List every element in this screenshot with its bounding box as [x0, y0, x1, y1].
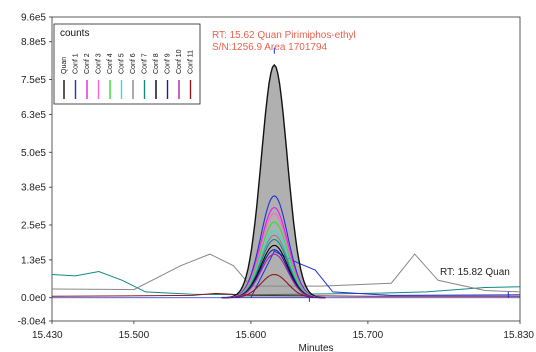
peak-fill-0: [221, 65, 326, 298]
y-tick-label: 9.6e5: [21, 13, 46, 24]
legend-label: Conf 8: [153, 53, 160, 74]
legend-label: Conf 2: [84, 53, 91, 74]
x-tick-label: 15.830: [503, 330, 534, 341]
y-tick-label: 2.5e5: [21, 221, 46, 232]
legend-label: Conf 9: [165, 53, 172, 74]
y-tick-label: -8.0e4: [18, 317, 47, 328]
legend-label: Conf 1: [73, 53, 80, 74]
legend-title: counts: [60, 28, 89, 39]
peak-0: [221, 63, 326, 299]
legend-label: Conf 5: [119, 53, 126, 74]
legend-box: [53, 23, 201, 105]
y-tick-label: 8.8e5: [21, 37, 46, 48]
annotation: RT: 15.82 Quan: [440, 267, 510, 278]
annotation: RT: 15.62 Quan Pirimiphos-ethyl: [212, 30, 356, 41]
x-tick-label: 15.600: [236, 330, 267, 341]
y-tick-label: 1.3e5: [21, 255, 46, 266]
legend-label: Quan: [61, 57, 68, 74]
legend: counts Quan Conf 1 Conf 2 Conf 3 Conf 4 Conf 5…: [53, 23, 201, 105]
y-tick-label: 0.0e0: [21, 293, 46, 304]
peak-11: [221, 273, 326, 299]
baseline-trace-1: [51, 253, 521, 293]
axes: -8.0e4 0.0e0 1.3e5 2.5e5 3.8e5 5.0e5 6.3e5 7.5e…: [18, 13, 535, 352]
y-tick-label: 3.8e5: [21, 183, 46, 194]
baseline-trace-2: [250, 250, 521, 298]
baseline-trace-0: [51, 270, 521, 296]
annotation: S/N:1256.9 Area 1701794: [212, 42, 328, 53]
legend-label: Conf 4: [107, 53, 114, 74]
legend-label: Conf 11: [188, 50, 195, 74]
legend-label: Conf 7: [142, 53, 149, 74]
y-tick-label: 6.3e5: [21, 110, 46, 121]
x-tick-label: 15.430: [32, 330, 63, 341]
legend-label: Conf 10: [176, 49, 183, 74]
x-axis-label: Minutes: [298, 343, 333, 352]
annotations: RT: 15.62 Quan Pirimiphos-ethylS/N:1256.…: [212, 30, 510, 302]
y-tick-label: 5.0e5: [21, 148, 46, 159]
trace-layer: [51, 63, 521, 299]
x-tick-label: 15.700: [353, 330, 384, 341]
peak-10: [221, 253, 326, 299]
quan-peak-fill: [221, 65, 326, 298]
baseline-trace-3: [51, 292, 520, 297]
y-tick-label: 7.5e5: [21, 75, 46, 86]
legend-label: Conf 3: [96, 53, 103, 74]
legend-label: Conf 6: [130, 53, 137, 74]
x-tick-label: 15.500: [119, 330, 150, 341]
